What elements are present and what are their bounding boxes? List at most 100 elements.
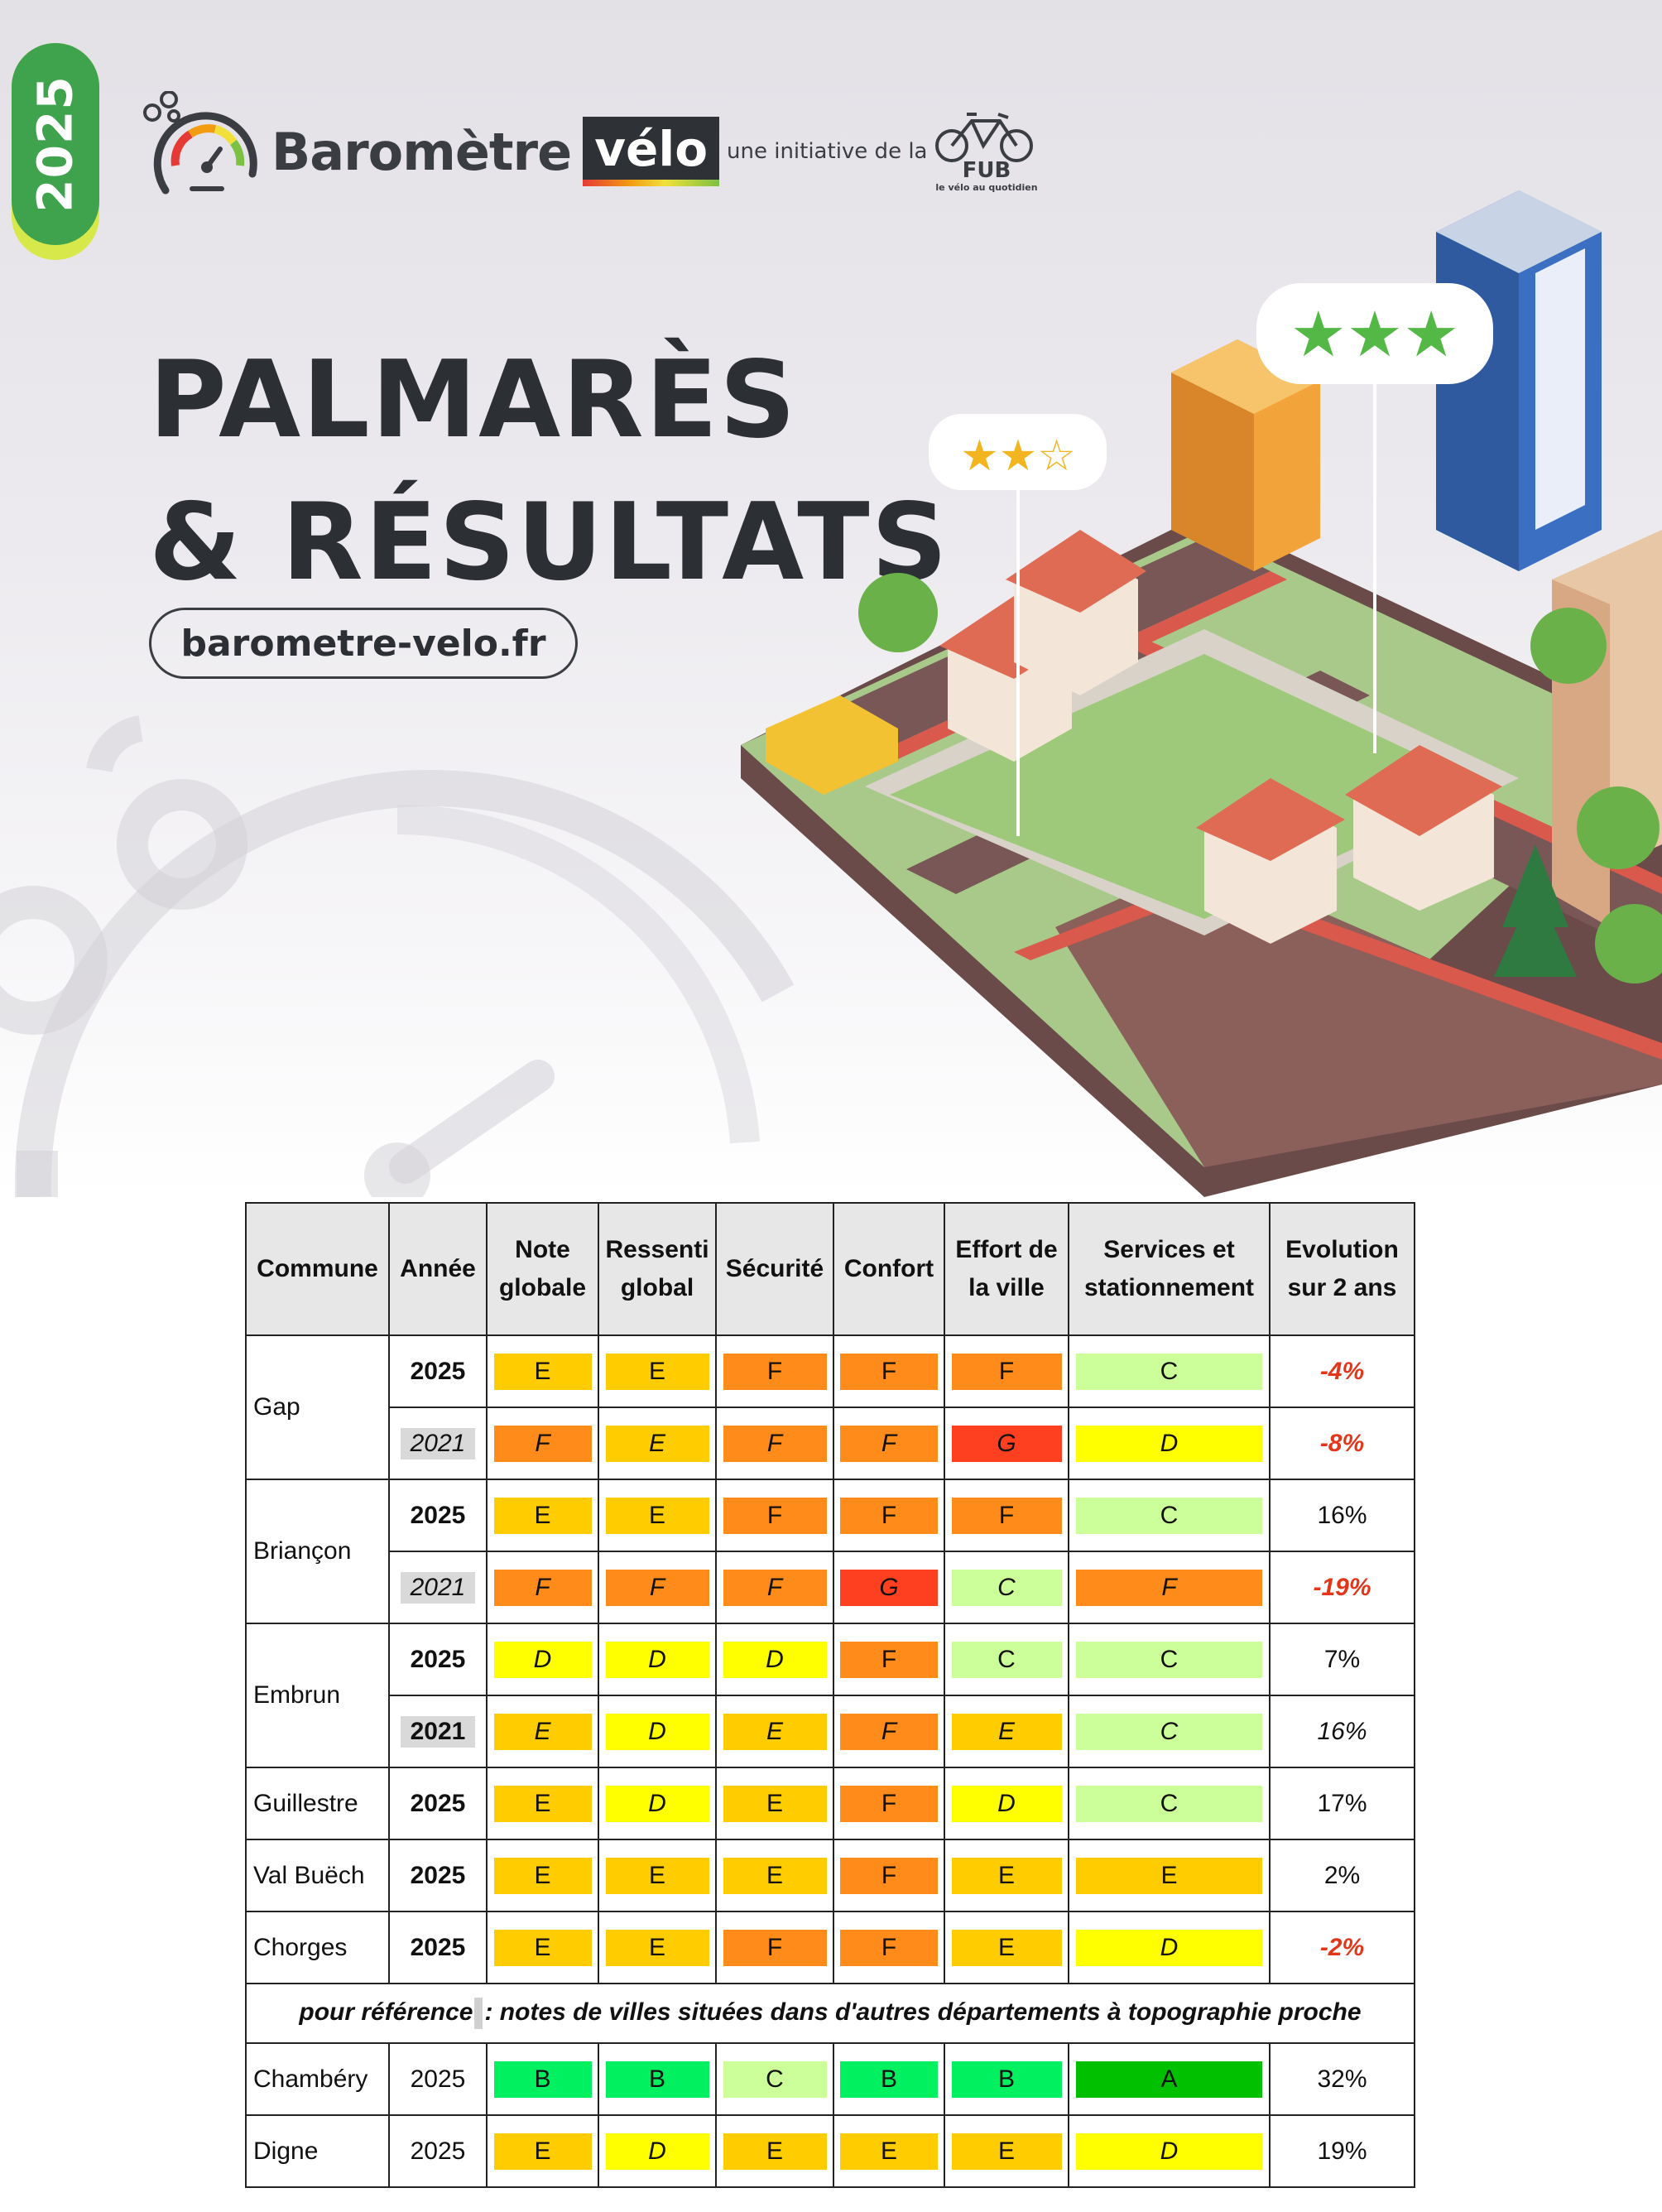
grade-badge: E bbox=[493, 1785, 592, 1822]
grade-cell-ressenti-global: E bbox=[598, 1334, 717, 1408]
grade-cell-ressenti-global: E bbox=[598, 1839, 717, 1912]
grade-cell-securite: F bbox=[715, 1551, 834, 1624]
evolution-cell: -8% bbox=[1269, 1407, 1415, 1480]
evolution-cell: 17% bbox=[1269, 1767, 1415, 1840]
evolution-cell: 16% bbox=[1269, 1695, 1415, 1768]
grade-cell-note-globale: E bbox=[486, 1479, 599, 1552]
grade-badge: F bbox=[1076, 1569, 1262, 1606]
grade-cell-effort-ville: C bbox=[944, 1551, 1069, 1624]
year-cell: 2025 bbox=[388, 1911, 488, 1984]
commune-cell: Digne bbox=[245, 2114, 390, 2188]
evolution-cell: -2% bbox=[1269, 1911, 1415, 1984]
grade-badge: C bbox=[1076, 1713, 1262, 1750]
grade-badge: C bbox=[1076, 1353, 1262, 1390]
grade-badge: F bbox=[840, 1353, 938, 1390]
grade-badge: F bbox=[840, 1929, 938, 1966]
grade-cell-effort-ville: D bbox=[944, 1767, 1069, 1840]
grade-badge: F bbox=[723, 1425, 827, 1462]
grade-badge: E bbox=[605, 1497, 709, 1534]
grade-badge: C bbox=[723, 2061, 827, 2098]
grade-cell-services-stationnement: C bbox=[1068, 1695, 1271, 1768]
rating-stars-left: ★★☆ bbox=[960, 431, 1076, 481]
table-row: Val Buëch 2025 E E E F E E 2% bbox=[245, 1839, 1415, 1912]
grade-badge: D bbox=[605, 2133, 709, 2170]
commune-cell: Guillestre bbox=[245, 1767, 390, 1840]
table-row: Embrun 2025 D D D F C C 7% bbox=[245, 1623, 1415, 1768]
year-badge: 2025 bbox=[12, 43, 99, 245]
grade-badge: E bbox=[605, 1425, 709, 1462]
grade-cell-ressenti-global: E bbox=[598, 1911, 717, 1984]
svg-text:FUB: FUB bbox=[963, 158, 1011, 183]
evolution-cell: -19% bbox=[1269, 1551, 1415, 1624]
header-note-globale: Note globale bbox=[486, 1202, 599, 1336]
table-header-row: Commune Année Note globale Ressenti global… bbox=[245, 1202, 1415, 1336]
title-line-2: & RÉSULTATS bbox=[149, 481, 949, 604]
grade-badge: D bbox=[605, 1641, 709, 1678]
grade-cell-note-globale: D bbox=[486, 1623, 599, 1696]
grade-cell-confort: E bbox=[833, 2114, 945, 2188]
grade-cell-ressenti-global: D bbox=[598, 1623, 717, 1696]
grade-badge: D bbox=[1076, 2133, 1262, 2170]
brand-wordmark: Baromètre vélo bbox=[271, 114, 720, 189]
header-commune: Commune bbox=[245, 1202, 390, 1336]
table-row: Gap 2025 E E F F F C -4% bbox=[245, 1334, 1415, 1480]
grade-badge: E bbox=[605, 1353, 709, 1390]
header-securite: Sécurité bbox=[715, 1202, 834, 1336]
grade-badge: F bbox=[951, 1497, 1062, 1534]
grade-badge: D bbox=[605, 1785, 709, 1822]
grade-badge: F bbox=[840, 1425, 938, 1462]
grade-badge: F bbox=[723, 1929, 827, 1966]
fub-logo-icon: FUB le vélo au quotidien bbox=[935, 113, 1038, 193]
table-row: Digne 2025 E D E E E D 19% bbox=[245, 2114, 1415, 2188]
grade-badge: D bbox=[493, 1641, 592, 1678]
table-row: Chorges 2025 E E F F E D -2% bbox=[245, 1911, 1415, 1984]
grade-cell-ressenti-global: B bbox=[598, 2042, 717, 2116]
year-cell: 2025 bbox=[388, 1839, 488, 1912]
year-cell: 2025 bbox=[388, 2114, 488, 2188]
grade-badge: E bbox=[951, 2133, 1062, 2170]
table-row: Chambéry 2025 B B C B B A 32% bbox=[245, 2042, 1415, 2116]
header-ressenti-global: Ressenti global bbox=[598, 1202, 717, 1336]
grade-badge: F bbox=[840, 1641, 938, 1678]
grade-badge: E bbox=[723, 1785, 827, 1822]
year-cell: 2025 bbox=[388, 1623, 488, 1696]
commune-cell: Chambéry bbox=[245, 2042, 390, 2116]
grade-badge: E bbox=[493, 1929, 592, 1966]
grade-badge: C bbox=[951, 1569, 1062, 1606]
grade-cell-ressenti-global: F bbox=[598, 1551, 717, 1624]
grade-badge: F bbox=[723, 1569, 827, 1606]
table-row: 2021 F E F F G D -8% bbox=[246, 1407, 1415, 1480]
grade-cell-confort: F bbox=[833, 1479, 945, 1552]
table-body: Gap 2025 E E F F F C -4% 2021 F E F F G D -8% Briançon 202… bbox=[245, 1334, 1415, 2188]
evolution-cell: -4% bbox=[1269, 1334, 1415, 1408]
grade-cell-ressenti-global: D bbox=[598, 1695, 717, 1768]
grade-cell-securite: F bbox=[715, 1334, 834, 1408]
grade-badge: F bbox=[493, 1425, 592, 1462]
grade-badge: C bbox=[1076, 1497, 1262, 1534]
grade-cell-effort-ville: B bbox=[944, 2042, 1069, 2116]
grade-cell-services-stationnement: A bbox=[1068, 2042, 1271, 2116]
evolution-cell: 32% bbox=[1269, 2042, 1415, 2116]
grade-badge: D bbox=[1076, 1425, 1262, 1462]
grade-badge: C bbox=[1076, 1641, 1262, 1678]
header-services-stationnement: Services et stationnement bbox=[1068, 1202, 1271, 1336]
grade-cell-services-stationnement: C bbox=[1068, 1334, 1271, 1408]
table-row: Guillestre 2025 E D E F D C 17% bbox=[245, 1767, 1415, 1840]
grade-cell-confort: F bbox=[833, 1767, 945, 1840]
grade-badge: E bbox=[493, 2133, 592, 2170]
year-cell: 2021 bbox=[388, 1551, 488, 1624]
grade-cell-securite: F bbox=[715, 1911, 834, 1984]
grade-badge: G bbox=[840, 1569, 938, 1606]
evolution-cell: 19% bbox=[1269, 2114, 1415, 2188]
reference-note: pour référence: notes de villes situées … bbox=[245, 1983, 1415, 2044]
grade-cell-securite: D bbox=[715, 1623, 834, 1696]
grade-cell-ressenti-global: E bbox=[598, 1407, 717, 1480]
grade-badge: D bbox=[951, 1785, 1062, 1822]
grade-badge: E bbox=[723, 1857, 827, 1894]
results-table-wrapper: Commune Année Note globale Ressenti global… bbox=[245, 1202, 1415, 2188]
grade-cell-note-globale: E bbox=[486, 1695, 599, 1768]
grade-badge: F bbox=[605, 1569, 709, 1606]
grade-badge: F bbox=[840, 1497, 938, 1534]
grade-cell-services-stationnement: C bbox=[1068, 1623, 1271, 1696]
website-url-link[interactable]: barometre-velo.fr bbox=[149, 608, 578, 679]
